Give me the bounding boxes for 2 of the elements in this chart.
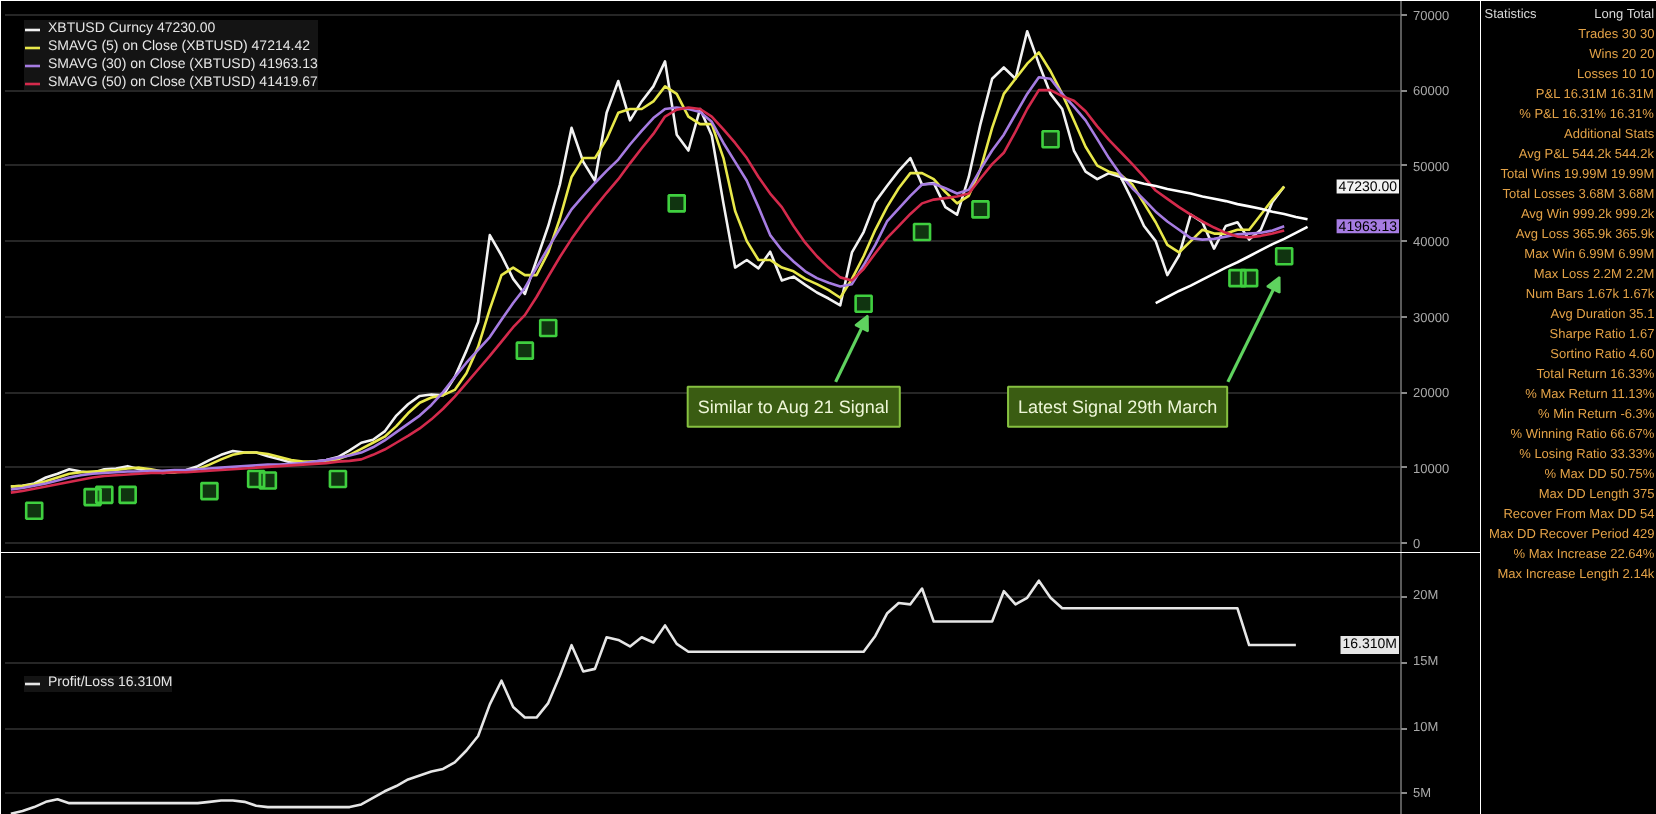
annotation: Similar to Aug 21 Signal	[697, 396, 889, 417]
annotation: Latest Signal 29th March	[1018, 396, 1218, 417]
